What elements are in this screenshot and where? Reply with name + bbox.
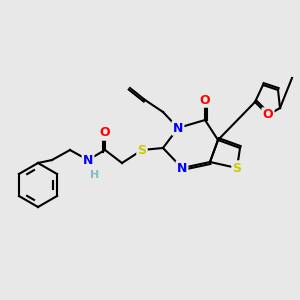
Text: O: O <box>263 109 273 122</box>
Text: S: S <box>232 161 242 175</box>
Text: H: H <box>90 170 100 180</box>
Text: N: N <box>177 161 187 175</box>
Text: S: S <box>137 143 146 157</box>
Text: N: N <box>83 154 93 166</box>
Text: O: O <box>200 94 210 106</box>
Text: O: O <box>100 127 110 140</box>
Text: N: N <box>173 122 183 134</box>
